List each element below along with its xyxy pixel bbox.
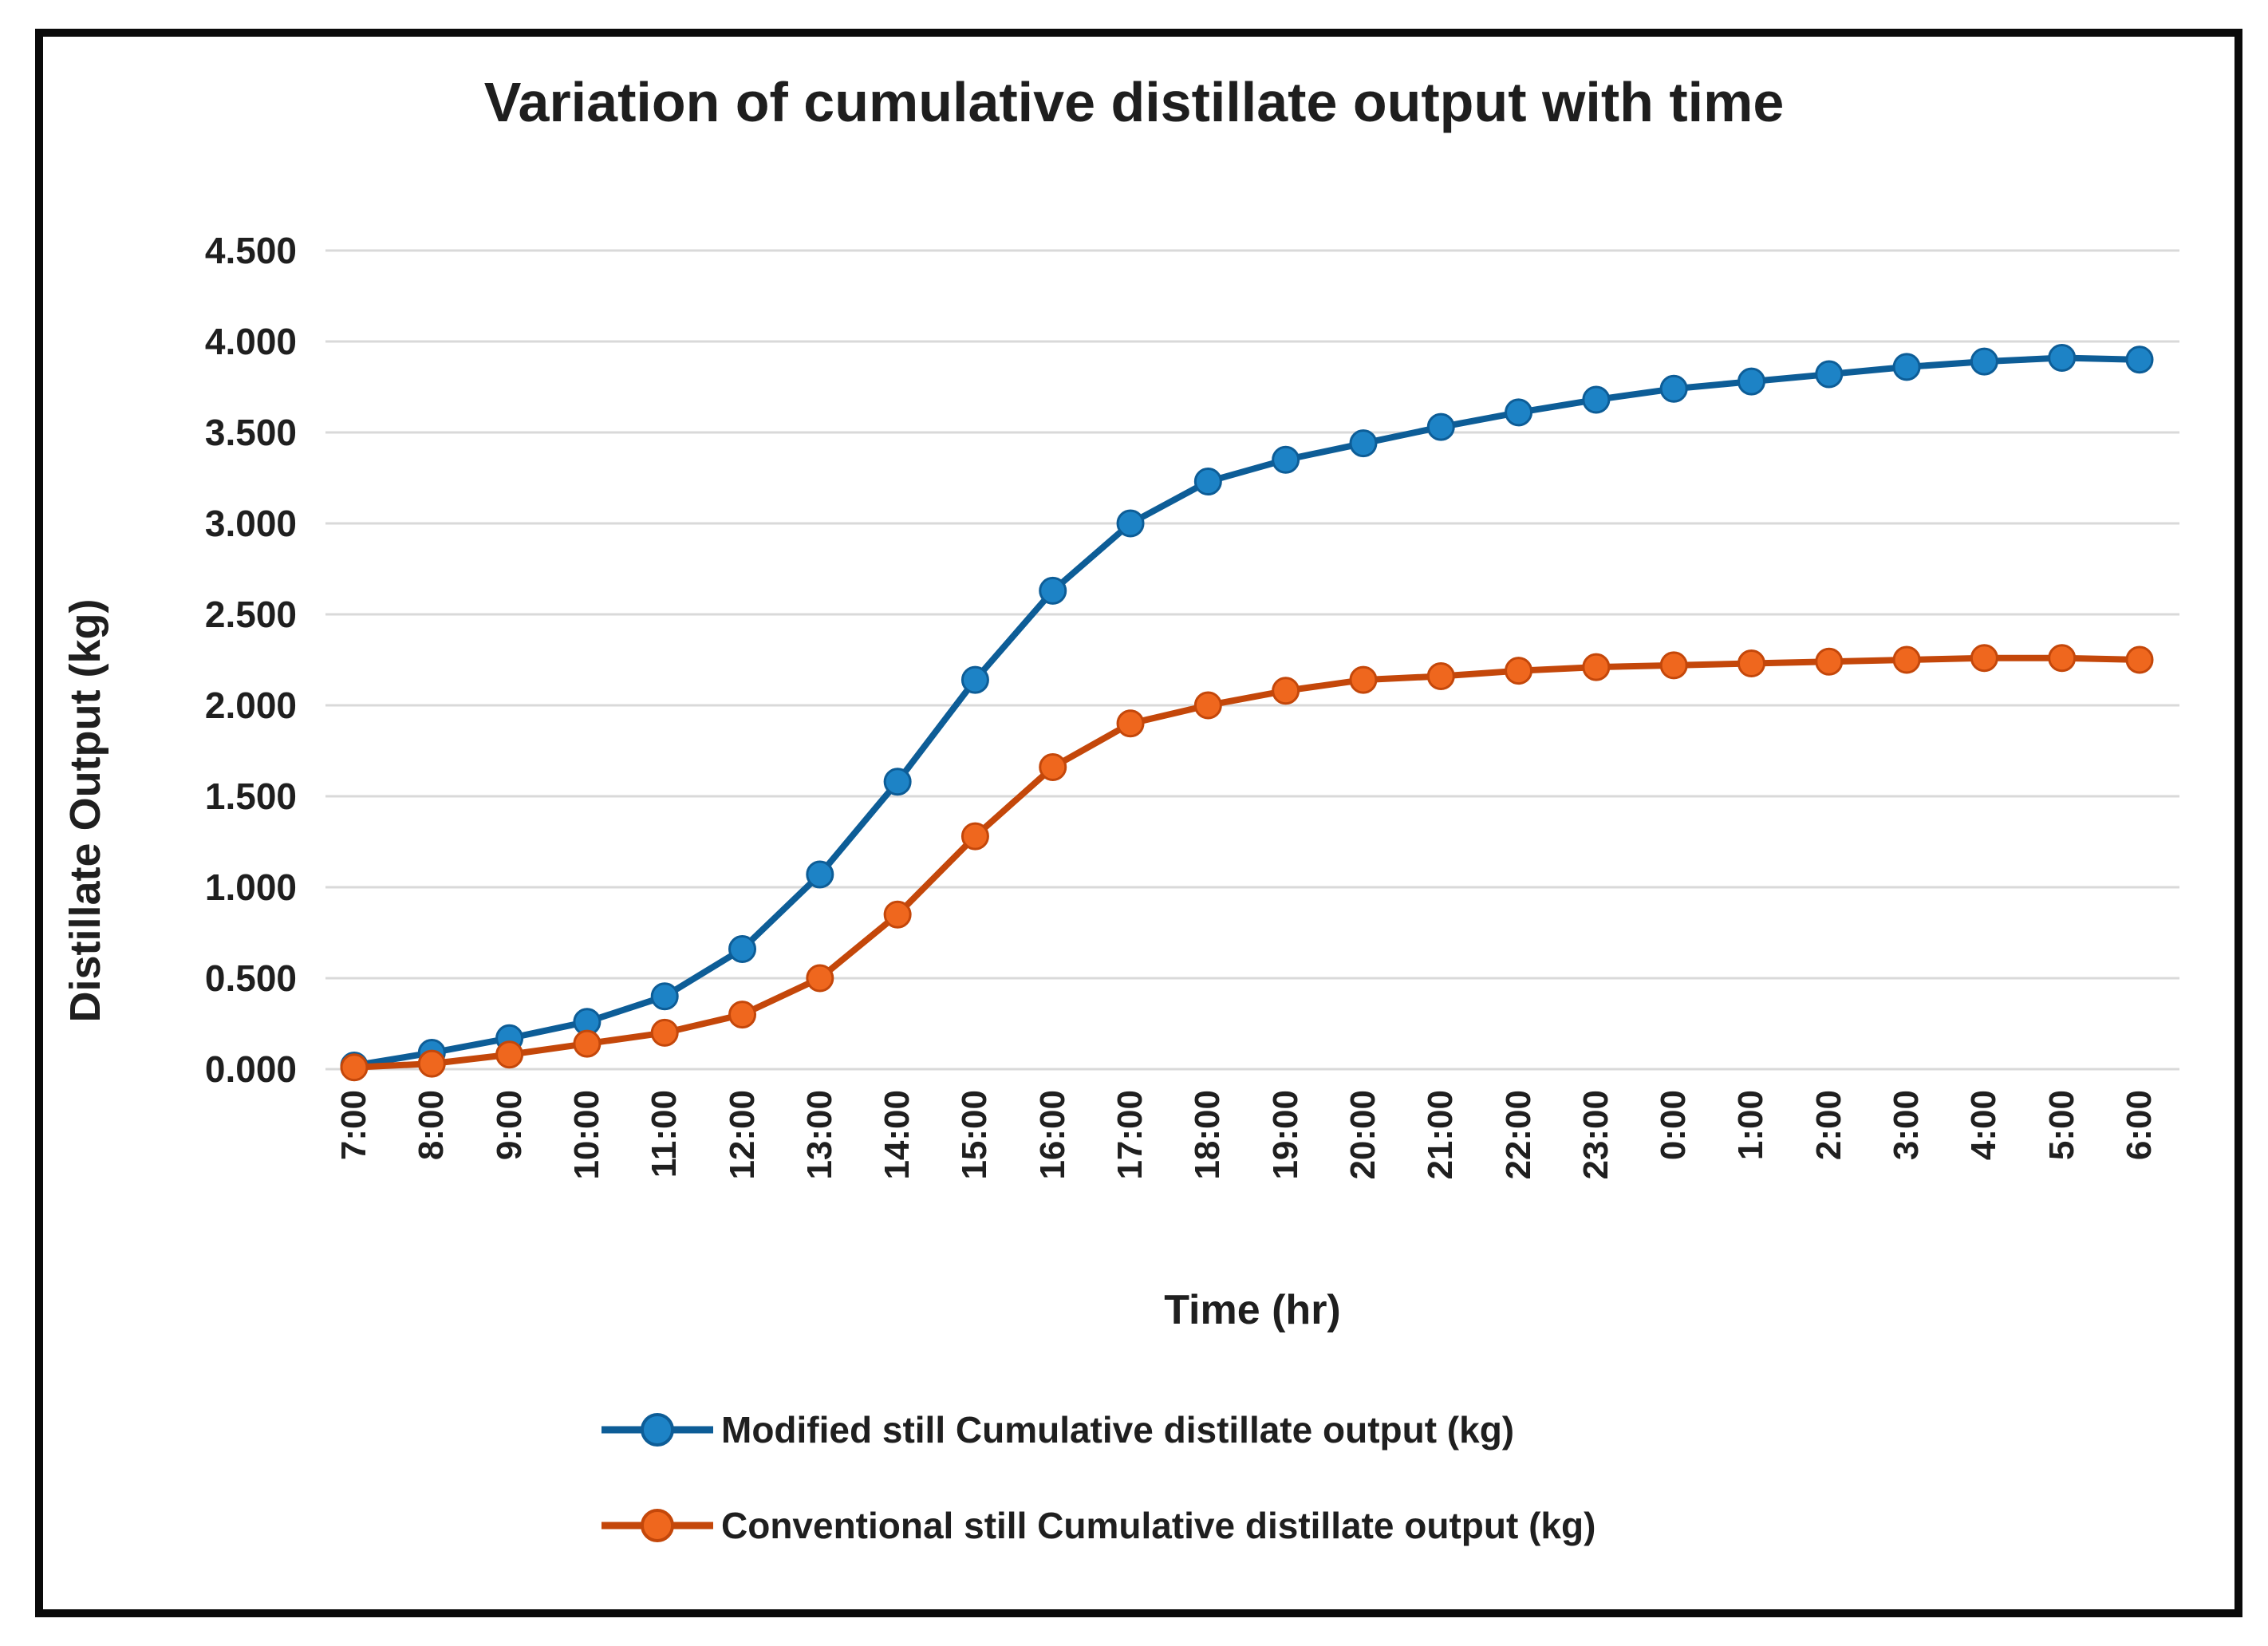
data-point-marker xyxy=(1193,691,1222,720)
x-tick-label: 16:00 xyxy=(1032,1090,1072,1180)
chart-title: Variation of cumulative distillate outpu… xyxy=(483,71,1785,133)
x-tick-label: 20:00 xyxy=(1343,1090,1382,1180)
x-tick-label: 22:00 xyxy=(1498,1090,1538,1180)
x-axis-title: Time (hr) xyxy=(1164,1287,1341,1333)
y-tick-label: 0.500 xyxy=(204,957,297,999)
legend-label: Modified still Cumulative distillate out… xyxy=(721,1409,1515,1451)
data-point-marker xyxy=(1272,445,1300,474)
x-tick-label: 12:00 xyxy=(722,1090,762,1180)
data-point-marker xyxy=(728,1001,757,1029)
data-point-marker xyxy=(960,665,989,694)
data-point-marker xyxy=(573,1029,602,1058)
data-point-marker xyxy=(883,768,912,796)
data-point-marker xyxy=(883,900,912,929)
data-point-marker xyxy=(1970,644,1998,673)
x-tick-label: 9:00 xyxy=(489,1090,529,1161)
data-point-marker xyxy=(1892,645,1921,674)
y-tick-label: 3.000 xyxy=(204,503,297,544)
data-point-marker xyxy=(1582,385,1611,414)
data-point-marker xyxy=(1582,653,1611,681)
x-tick-label: 17:00 xyxy=(1110,1090,1150,1180)
data-point-marker xyxy=(1039,753,1067,782)
data-point-marker xyxy=(806,860,834,889)
x-tick-label: 7:00 xyxy=(334,1090,373,1161)
data-point-marker xyxy=(495,1040,524,1069)
x-tick-label: 1:00 xyxy=(1731,1090,1771,1161)
data-point-marker xyxy=(1737,649,1765,678)
data-point-marker xyxy=(1116,709,1145,738)
data-point-marker xyxy=(2125,645,2154,674)
data-point-marker xyxy=(1659,374,1688,403)
data-point-marker xyxy=(1272,677,1300,705)
legend-item: Conventional still Cumulative distillate… xyxy=(602,1503,1595,1548)
x-tick-label: 23:00 xyxy=(1576,1090,1615,1180)
data-point-marker xyxy=(960,822,989,851)
y-tick-label: 1.000 xyxy=(204,866,297,908)
x-tick-label: 13:00 xyxy=(799,1090,839,1180)
data-point-marker xyxy=(1116,509,1145,538)
data-point-marker xyxy=(1349,429,1378,458)
data-point-marker xyxy=(1970,347,1998,376)
data-point-marker xyxy=(650,1018,679,1047)
data-point-marker xyxy=(1815,647,1844,676)
x-tick-label: 19:00 xyxy=(1265,1090,1305,1180)
data-point-marker xyxy=(1426,662,1455,691)
x-tick-label: 2:00 xyxy=(1808,1090,1848,1161)
data-point-marker xyxy=(1737,367,1765,396)
data-point-marker xyxy=(340,1053,369,1082)
x-tick-label: 21:00 xyxy=(1421,1090,1461,1180)
data-point-marker xyxy=(1815,360,1844,389)
data-point-marker xyxy=(1349,665,1378,694)
y-tick-label: 0.000 xyxy=(204,1048,297,1090)
data-point-marker xyxy=(1505,657,1533,685)
y-tick-label: 1.500 xyxy=(204,776,297,817)
data-point-marker xyxy=(806,964,834,993)
legend-label: Conventional still Cumulative distillate… xyxy=(721,1505,1596,1546)
x-tick-label: 0:00 xyxy=(1654,1090,1694,1161)
data-point-marker xyxy=(1659,651,1688,680)
data-point-marker xyxy=(1505,398,1533,427)
x-tick-label: 6:00 xyxy=(2120,1090,2159,1161)
x-tick-label: 14:00 xyxy=(878,1090,917,1180)
legend-marker-icon xyxy=(602,1413,713,1447)
data-point-marker xyxy=(417,1049,446,1078)
series-line-modified xyxy=(351,354,2143,1069)
y-tick-label: 4.500 xyxy=(204,230,297,271)
x-tick-label: 18:00 xyxy=(1188,1090,1228,1180)
y-tick-label: 2.000 xyxy=(204,685,297,726)
x-tick-label: 5:00 xyxy=(2041,1090,2081,1161)
data-point-marker xyxy=(1892,353,1921,381)
data-point-marker xyxy=(1193,468,1222,496)
data-point-marker xyxy=(1426,412,1455,441)
data-point-marker xyxy=(728,935,757,964)
y-tick-label: 2.500 xyxy=(204,594,297,635)
data-point-marker xyxy=(2048,644,2077,673)
legend-item: Modified still Cumulative distillate out… xyxy=(602,1407,1514,1452)
x-tick-label: 4:00 xyxy=(1964,1090,2004,1161)
data-point-marker xyxy=(650,982,679,1011)
series-line-conventional xyxy=(351,654,2143,1071)
data-point-marker xyxy=(1039,576,1067,605)
data-point-marker xyxy=(2048,344,2077,373)
legend-marker-icon xyxy=(602,1509,713,1542)
y-tick-label: 3.500 xyxy=(204,412,297,453)
x-tick-label: 11:00 xyxy=(645,1090,684,1178)
data-point-marker xyxy=(2125,345,2154,374)
x-tick-label: 8:00 xyxy=(412,1090,452,1161)
x-tick-label: 10:00 xyxy=(566,1090,606,1180)
x-tick-label: 15:00 xyxy=(955,1090,995,1180)
y-tick-label: 4.000 xyxy=(204,321,297,362)
x-tick-label: 3:00 xyxy=(1887,1090,1927,1161)
